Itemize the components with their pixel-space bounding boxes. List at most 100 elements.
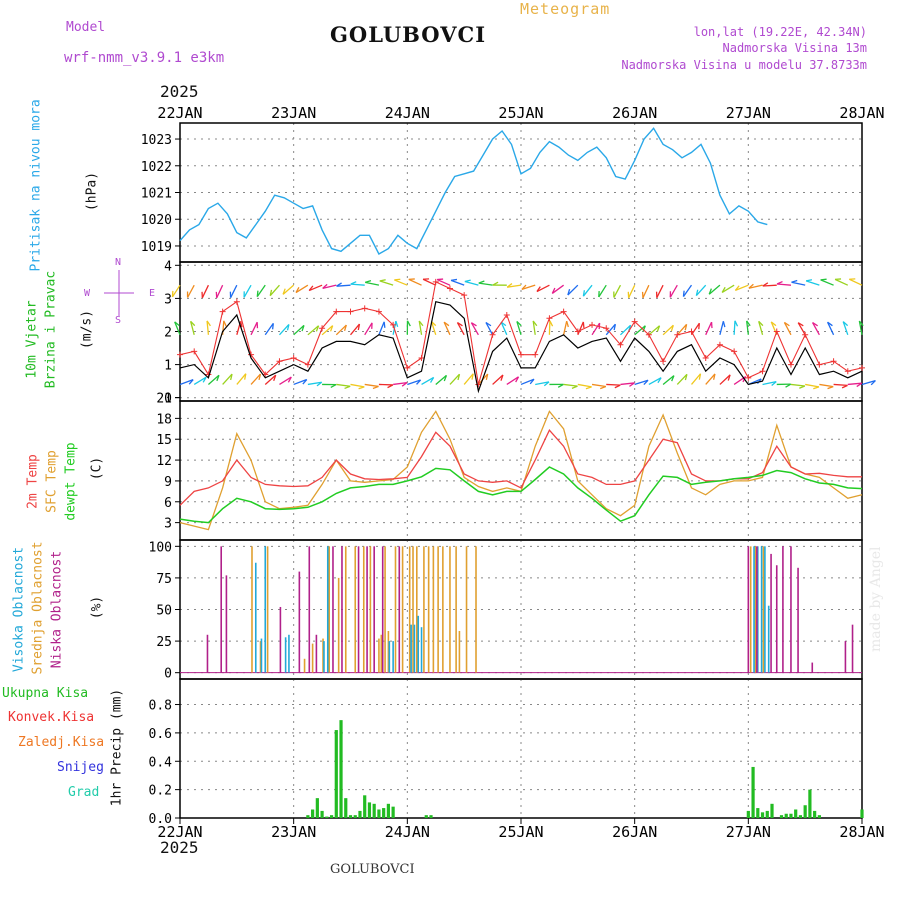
wind-barb-flag (230, 373, 233, 381)
wind-barb-flag (536, 286, 541, 292)
x-tick-label-top: 25JAN (498, 104, 543, 122)
wind-barb (762, 380, 777, 386)
wind-barb (656, 284, 664, 298)
wind-barb (791, 281, 806, 286)
wind-barb-flag (287, 376, 292, 383)
precip-bar (803, 805, 807, 818)
year-bottom: 2025 (160, 838, 199, 857)
wind-barb-flag (302, 379, 308, 385)
wind-barb (719, 321, 724, 335)
elevation-label: Nadmorska Visina 13m (722, 41, 868, 55)
wind-barb (336, 383, 351, 387)
precip-bar (779, 815, 784, 818)
wind-barb-flag (543, 381, 550, 387)
panel-frame (179, 400, 863, 541)
wind-barb (634, 325, 646, 336)
wind-barb-flag (820, 278, 827, 281)
precip-bar (784, 813, 788, 818)
panel-frame (179, 539, 863, 680)
wind-barb-flag (282, 288, 286, 295)
precip-bar (794, 809, 798, 818)
wind-barb-flag (758, 320, 764, 327)
wind-barb-flag (557, 383, 564, 388)
precip-bar (817, 815, 821, 818)
wind-barb-flag (244, 373, 247, 380)
y-tick-label: 12 (156, 454, 172, 469)
x-tick-label-bottom: 25JAN (498, 823, 543, 841)
precip-bar (311, 809, 315, 818)
wind-barb-flag (746, 320, 751, 327)
precip-bar (353, 815, 357, 818)
wind-barb-flag (190, 320, 196, 327)
wind-barb-flag (827, 386, 834, 390)
wind-gust-marker (276, 358, 283, 365)
wind-barb (206, 320, 210, 335)
wind-barb (418, 320, 423, 335)
y-tick-label: 3 (164, 292, 172, 307)
y-tick-label: 18 (156, 412, 172, 427)
wind-barb-flag (383, 321, 386, 328)
wind-barb-flag (295, 287, 300, 293)
wind-gust-marker (532, 351, 539, 358)
y-tick-label: 21 (156, 392, 172, 407)
wind-barb (598, 284, 607, 298)
wind-barb-flag (582, 321, 585, 328)
wind-barb (746, 320, 749, 335)
wind-gust-marker (361, 305, 368, 312)
wind-barb-flag (372, 385, 379, 390)
wind-barb (443, 321, 451, 336)
wind-barb (422, 278, 437, 286)
wind-barb-flag (174, 321, 180, 327)
wind-barb-flag (443, 375, 448, 382)
wind-barb-flag (330, 384, 337, 388)
wind-compass: N S W E (84, 257, 155, 326)
wind-gust-marker (390, 321, 397, 328)
wind-barb-flag (805, 279, 813, 282)
wind-speed-line (179, 300, 863, 394)
wind-barb-flag (682, 290, 685, 297)
x-tick-label-top: 22JAN (157, 104, 202, 122)
wind-gust-marker (233, 298, 240, 305)
wind-barb-flag (812, 322, 818, 327)
x-axis: 22JAN 22JAN 23JAN 23JAN 24JAN 24JAN 25JAN 25JAN… (157, 104, 884, 841)
wind-barb-flag (585, 386, 592, 390)
wind-barb (861, 379, 876, 386)
wind-barb-flag (566, 320, 569, 328)
precip-bar (329, 815, 334, 818)
wind-gust-marker (461, 292, 468, 299)
wind-gust-marker (375, 308, 382, 315)
wind-gust-marker (432, 278, 439, 285)
wind-barb-flag (344, 385, 351, 390)
wind-barb (293, 378, 307, 386)
wind-barb (805, 280, 820, 286)
wind-barb (335, 324, 347, 336)
wind-barb (435, 374, 447, 385)
wind-gust-marker (716, 341, 723, 348)
wind-barb-flag (315, 325, 320, 332)
y-tick-label: 1021 (141, 187, 172, 202)
wind-barb-flag (727, 374, 731, 381)
wind-gust-marker (518, 351, 524, 358)
wind-barb-flag (271, 323, 274, 330)
wind-barb (847, 382, 862, 386)
wind-barb-flag (671, 375, 675, 382)
wind-barb (264, 322, 274, 336)
wind-barb-flag (670, 325, 674, 332)
wind-barb (826, 321, 835, 336)
model-elevation-label: Nadmorska Visina u modelu 37.8733m (621, 58, 867, 72)
precip-bar (770, 803, 774, 818)
panel-0: 1019 1020 1021 1022 1023 (141, 122, 863, 263)
wind-barb-flag (600, 385, 607, 390)
wind-gust-marker (745, 374, 752, 381)
wind-barb (478, 282, 493, 286)
wind-barb (535, 381, 550, 386)
wind-barb-flag (614, 384, 621, 389)
x-tick-label-top: 26JAN (612, 104, 657, 122)
wind-barb (591, 383, 606, 388)
y-tick-label: 4 (164, 259, 172, 274)
precip-bar (372, 803, 376, 818)
wind-barb-flag (582, 290, 586, 297)
wind-barb (250, 373, 261, 385)
wind-barb (456, 322, 465, 336)
